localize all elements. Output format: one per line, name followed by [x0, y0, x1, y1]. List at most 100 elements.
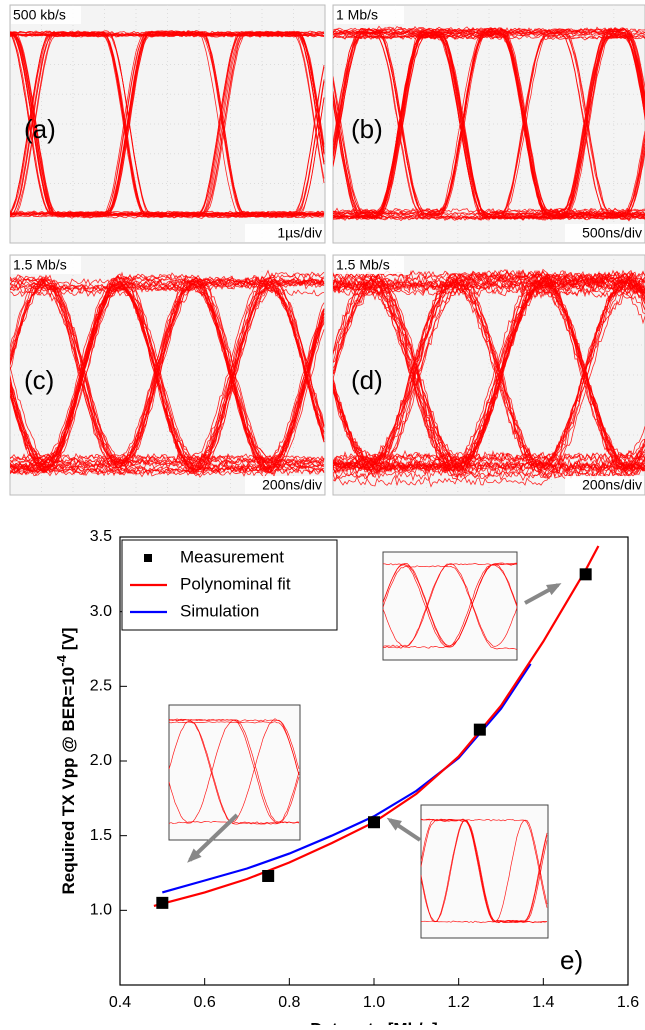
marker: [156, 896, 169, 909]
fit-line: [153, 545, 600, 907]
eye-trace: [333, 32, 645, 219]
panel-label: (b): [351, 114, 383, 144]
inset-frame: [420, 804, 549, 939]
scale-label: 1µs/div: [277, 225, 322, 241]
inset: [382, 551, 518, 661]
panel-label: (d): [351, 365, 383, 395]
marker: [473, 723, 486, 736]
legend-swatch: [144, 554, 152, 562]
eye-trace: [333, 272, 645, 466]
label-bg: [11, 6, 81, 24]
eye-panel: 1.5 Mb/s (c) 200ns/div: [9, 254, 326, 496]
x-tick-label: 1.2: [448, 994, 470, 1011]
y-label-unit: [V]: [59, 628, 78, 651]
eye-trace: [10, 269, 325, 462]
eye-trace: [10, 287, 325, 477]
eye-trace: [333, 274, 645, 471]
y-tick-label: 3.5: [90, 528, 112, 545]
label-bg: [245, 224, 324, 242]
arrow-head: [546, 583, 562, 596]
eye-trace: [10, 280, 325, 469]
panel-background: [9, 4, 326, 244]
eye-trace: [333, 288, 645, 481]
y-tick-label: 2.5: [90, 678, 112, 695]
eye-trace: [168, 718, 300, 824]
legend-label: Measurement: [180, 547, 284, 566]
eye-panel: 1 Mb/s (b) 500ns/div: [332, 4, 645, 244]
y-tick-label: 1.0: [90, 902, 112, 919]
eye-trace: [10, 276, 325, 465]
legend-label: Polynominal fit: [180, 574, 291, 593]
traces: [333, 25, 645, 222]
eye-trace: [382, 565, 518, 650]
eye-trace: [382, 563, 518, 648]
plot-frame: [119, 536, 629, 986]
y-tick-label: 3.0: [90, 603, 112, 620]
eye-trace: [168, 720, 300, 825]
y-tick-label: 1.5: [90, 827, 112, 844]
x-axis-label: Data rate [Mb/s]: [310, 1019, 438, 1025]
eye-trace: [382, 563, 518, 648]
rate-label: 500 kb/s: [13, 7, 66, 23]
inset-frame: [382, 551, 518, 661]
eye-trace: [10, 280, 325, 469]
y-tick-label: 2.0: [90, 752, 112, 769]
x-tick-label: 1.6: [617, 994, 639, 1011]
eye-trace: [382, 562, 518, 647]
rate-label: 1.5 Mb/s: [336, 257, 390, 273]
scale-label: 500ns/div: [582, 225, 642, 241]
eye-trace: [10, 33, 325, 163]
eye-trace: [168, 718, 300, 824]
eye-trace: [10, 275, 325, 462]
traces: [10, 30, 325, 219]
eye-panels: 500 kb/s (a) 1µs/div 1 Mb/s (b) 500ns/div 1.5 …: [9, 4, 645, 496]
annotation: e): [560, 945, 583, 975]
eye-trace: [333, 28, 645, 216]
eye-panel: 500 kb/s (a) 1µs/div: [9, 4, 326, 244]
eye-trace: [420, 819, 548, 923]
eye-trace: [333, 279, 645, 475]
eye-trace: [333, 282, 645, 478]
y-label-text: Required TX Vpp @ BER=10: [59, 667, 78, 895]
eye-trace: [10, 30, 325, 215]
eye-trace: [10, 277, 325, 469]
eye-trace: [382, 564, 518, 649]
label-bg: [334, 6, 404, 24]
eye-trace: [420, 819, 548, 924]
label-bg: [565, 224, 644, 242]
eye-trace: [10, 278, 325, 472]
rate-label: 1.5 Mb/s: [13, 257, 67, 273]
label-bg: [565, 476, 644, 494]
eye-trace: [333, 277, 645, 305]
eye-trace: [333, 279, 645, 476]
eye-trace: [333, 279, 645, 473]
inset: [420, 804, 549, 939]
eye-trace: [333, 29, 645, 217]
eye-trace: [10, 316, 325, 463]
eye-trace: [168, 721, 300, 775]
label-bg: [245, 476, 324, 494]
x-tick-label: 0.6: [194, 994, 216, 1011]
eye-trace: [10, 283, 325, 474]
eye-trace: [333, 273, 645, 467]
label-bg: [334, 256, 404, 274]
x-tick-label: 0.8: [278, 994, 300, 1011]
x-tick-label: 1.4: [532, 994, 554, 1011]
eye-trace: [10, 286, 325, 480]
eye-trace: [333, 449, 645, 465]
arrow-head: [187, 848, 202, 863]
panel-label: (c): [24, 365, 54, 395]
eye-trace: [10, 281, 325, 443]
eye-trace: [10, 281, 325, 471]
y-axis-label: Required TX Vpp @ BER=10-4 [V]: [54, 628, 78, 895]
legend-label: Simulation: [180, 601, 259, 620]
eye-trace: [333, 25, 645, 213]
eye-trace: [333, 26, 645, 214]
marker: [262, 869, 275, 882]
y-label-exponent: -4: [54, 654, 69, 666]
eye-trace: [10, 284, 325, 476]
chart: 0.4 0.6 0.8 1.0 1.2 1.4 1.6 1.0 1.5 2.0 2.5 3.0 3.5 D…: [54, 528, 639, 1030]
arrow-head: [386, 817, 402, 831]
